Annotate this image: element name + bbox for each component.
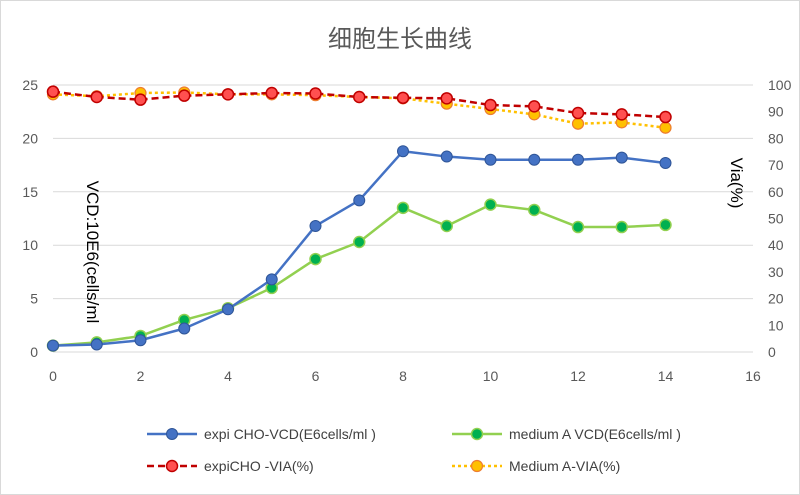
data-point — [134, 93, 147, 106]
x-tick-label: 6 — [312, 368, 320, 384]
data-point — [353, 90, 366, 104]
legend-label: Medium A-VIA(%) — [509, 458, 620, 474]
data-point — [134, 334, 147, 347]
data-point — [397, 145, 409, 158]
data-point — [309, 219, 322, 232]
data-point — [353, 194, 366, 207]
y2-tick-label: 90 — [768, 104, 784, 120]
legend: expi CHO-VCD(E6cells/ml ) medium A VCD(E6… — [147, 426, 681, 474]
data-point — [470, 459, 484, 473]
x-tick-label: 12 — [570, 368, 586, 384]
data-point — [615, 151, 628, 164]
y2-tick-label: 20 — [768, 291, 784, 307]
data-point — [165, 459, 179, 473]
data-point — [470, 427, 484, 441]
series-line — [52, 149, 666, 347]
data-point — [484, 153, 497, 166]
y-tick-label: 15 — [22, 184, 38, 200]
series-2 — [46, 85, 672, 124]
y-axis-label: VCD:10E6(cells/ml — [83, 181, 102, 324]
data-point — [528, 100, 541, 113]
legend-label: expiCHO -VIA(%) — [204, 458, 314, 474]
data-point — [440, 92, 453, 105]
data-point — [572, 153, 584, 166]
x-tick-label: 8 — [399, 368, 407, 384]
legend-label: medium A VCD(E6cells/ml ) — [509, 426, 681, 442]
legend-label: expi CHO-VCD(E6cells/ml ) — [204, 426, 376, 442]
y-tick-label: 25 — [22, 77, 38, 93]
x-axis-ticks: 0 2 4 6 8 10 12 14 16 — [49, 368, 761, 384]
y2-axis-ticks: 0 10 20 30 40 50 60 70 80 90 100 — [768, 77, 792, 360]
y-tick-label: 5 — [30, 291, 38, 307]
data-point — [309, 252, 322, 266]
y2-tick-label: 0 — [768, 344, 776, 360]
data-point — [528, 153, 541, 166]
data-point — [440, 150, 453, 163]
y2-tick-label: 100 — [768, 77, 792, 93]
data-point — [659, 156, 672, 169]
data-point — [353, 235, 366, 249]
series-0 — [47, 145, 672, 352]
data-point — [396, 201, 410, 215]
x-tick-label: 0 — [49, 368, 57, 384]
x-tick-label: 2 — [137, 368, 145, 384]
gridlines — [53, 84, 753, 353]
y-tick-label: 10 — [22, 237, 38, 253]
y2-tick-label: 50 — [768, 211, 784, 227]
x-tick-label: 14 — [658, 368, 674, 384]
y2-tick-label: 70 — [768, 157, 784, 173]
data-point — [615, 108, 628, 121]
data-point — [659, 110, 672, 124]
x-tick-label: 10 — [483, 368, 499, 384]
y2-axis-label: Via(%) — [727, 158, 746, 209]
y2-tick-label: 40 — [768, 237, 784, 253]
data-point — [178, 322, 191, 335]
data-point — [484, 198, 497, 211]
data-point — [396, 91, 410, 105]
data-point — [571, 220, 585, 234]
data-point — [484, 98, 497, 112]
data-point — [571, 117, 585, 130]
data-point — [222, 303, 234, 316]
series-layer — [46, 85, 672, 352]
y2-tick-label: 80 — [768, 130, 784, 146]
data-point — [178, 89, 191, 102]
data-point — [46, 85, 60, 98]
data-point — [90, 338, 103, 351]
chart-title: 细胞生长曲线 — [328, 25, 472, 53]
data-point — [615, 220, 628, 234]
data-point — [571, 106, 585, 120]
data-point — [221, 88, 235, 101]
series-1 — [46, 198, 672, 352]
data-point — [166, 428, 178, 440]
y2-tick-label: 60 — [768, 184, 784, 200]
series-line — [52, 90, 666, 119]
y2-tick-label: 10 — [768, 317, 784, 333]
data-point — [659, 218, 672, 232]
y-tick-label: 0 — [30, 344, 38, 360]
x-tick-label: 4 — [224, 368, 232, 384]
data-point — [659, 121, 672, 134]
data-point — [90, 90, 103, 104]
y-axis-ticks: 0 5 10 15 20 25 — [22, 77, 38, 360]
data-point — [47, 339, 59, 352]
x-tick-label: 16 — [745, 368, 761, 384]
data-point — [265, 86, 278, 100]
data-point — [265, 273, 278, 286]
y2-tick-label: 30 — [768, 264, 784, 280]
data-point — [528, 203, 541, 217]
data-point — [309, 87, 322, 100]
y-tick-label: 20 — [22, 130, 38, 146]
data-point — [440, 219, 453, 233]
